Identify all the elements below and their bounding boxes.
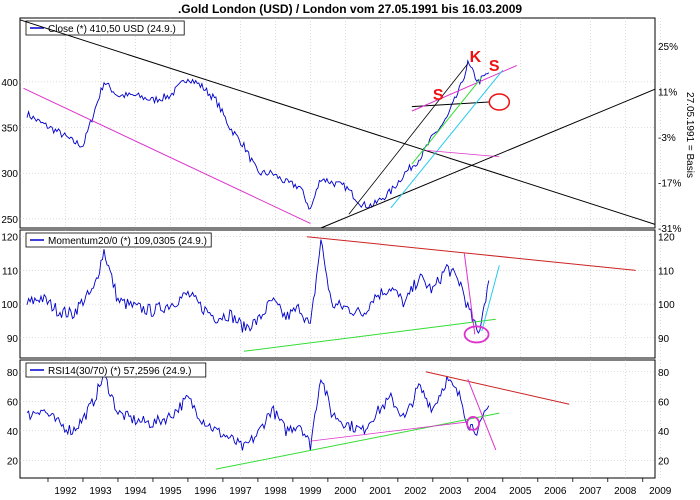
trendline-magenta-drop xyxy=(463,253,476,335)
y-tick-label-right: 80 xyxy=(658,368,670,379)
y-tick-label-left: 20 xyxy=(7,456,19,467)
right-axis-label: 27.05.1991 = Basis xyxy=(684,92,695,178)
trendline-magenta xyxy=(310,421,468,442)
panel-frame xyxy=(19,17,656,229)
trendline-cyan-up xyxy=(481,265,500,332)
trendline-black-channel xyxy=(348,63,469,215)
x-tick-label: 2006 xyxy=(544,486,567,497)
panel-momentum: 120 120 110 110 100 100 90 90 Momentum20/0 (*) 1… xyxy=(1,229,675,359)
legend-text: RSI14(30/70) (*) 57,2596 (24.9.) xyxy=(48,366,191,377)
trendline-red-down xyxy=(425,371,570,405)
series-line-momentum xyxy=(26,239,490,334)
x-tick-label: 1997 xyxy=(229,486,252,497)
x-tick-label: 2003 xyxy=(439,486,462,497)
trendlines xyxy=(215,371,570,470)
y-tick-label-left: 40 xyxy=(7,427,19,438)
trendline-green-up xyxy=(243,318,496,352)
trendline-green xyxy=(411,77,483,165)
trendline-magenta-drop xyxy=(467,378,497,451)
trendline-magenta-down xyxy=(23,87,311,224)
x-tick-label: 1995 xyxy=(159,486,182,497)
legend: Close (*) 410,50 USD (24.9.) xyxy=(25,20,185,36)
y-tick-label-left: 120 xyxy=(1,233,18,244)
legend-text: Momentum20/0 (*) 109,0305 (24.9.) xyxy=(48,236,207,247)
trendlines xyxy=(243,236,636,352)
y-tick-label-right: 25% xyxy=(658,42,678,53)
x-tick-label: 2002 xyxy=(404,486,427,497)
y-tick-label-right: 100 xyxy=(658,300,675,311)
trendline-green-up xyxy=(215,412,500,470)
label-head: K xyxy=(470,49,482,66)
panel-frame xyxy=(19,229,656,359)
legend: Momentum20/0 (*) 109,0305 (24.9.) xyxy=(25,232,212,248)
panel-price: 400 350 300 250 25% 11% -3% -17% -31% Close (*) 4… xyxy=(1,17,681,235)
x-tick-label: 2000 xyxy=(334,486,357,497)
chart-title: .Gold London (USD) / London vom 27.05.19… xyxy=(178,2,522,16)
y-tick-label-right: 110 xyxy=(658,266,674,277)
label-left-shoulder: S xyxy=(433,87,444,104)
y-tick-label-left: 400 xyxy=(1,78,18,89)
target-circle xyxy=(488,93,511,111)
trendline-black-down xyxy=(19,19,656,225)
series-line-price xyxy=(26,59,490,210)
y-tick-label-left: 350 xyxy=(1,124,18,135)
y-tick-label-right: -3% xyxy=(658,133,676,144)
x-tick-label: 2008 xyxy=(614,486,637,497)
y-tick-label-left: 100 xyxy=(1,300,18,311)
rsi-circle xyxy=(466,416,480,431)
x-tick-label: 1994 xyxy=(124,486,147,497)
y-tick-label-left: 300 xyxy=(1,169,18,180)
x-tick-label: 1993 xyxy=(89,486,112,497)
legend-box xyxy=(25,362,207,378)
x-tick-label: 1999 xyxy=(299,486,322,497)
y-tick-label-right: 90 xyxy=(658,334,670,345)
legend-text: Close (*) 410,50 USD (24.9.) xyxy=(48,24,176,35)
trendline-cyan xyxy=(390,69,504,209)
y-tick-label-left: 110 xyxy=(2,266,18,277)
y-tick-label-right: 11% xyxy=(658,88,677,99)
y-tick-label-right: 40 xyxy=(658,427,670,438)
legend-box xyxy=(25,20,185,36)
x-tick-label: 2007 xyxy=(579,486,602,497)
trendline-black-up xyxy=(320,88,656,229)
y-tick-label-right: -31% xyxy=(658,224,681,235)
y-tick-label-right: 20 xyxy=(658,456,670,467)
y-tick-label-right: 120 xyxy=(658,233,675,244)
momentum-circle xyxy=(463,325,490,344)
y-tick-label-left: 80 xyxy=(7,368,19,379)
y-tick-label-left: 90 xyxy=(7,334,19,345)
trendline-red-down xyxy=(306,236,636,271)
legend-box xyxy=(25,232,212,248)
y-tick-label-left: 250 xyxy=(1,215,18,226)
panel-rsi: 80 80 60 60 40 40 20 20 RSI14(30/70) (*) 57,2596… xyxy=(7,359,670,479)
label-right-shoulder: S xyxy=(489,58,500,75)
y-tick-label-left: 60 xyxy=(7,397,19,408)
trendlines: SKS xyxy=(19,19,656,229)
y-tick-label-right: -17% xyxy=(658,179,681,190)
x-tick-label: 1998 xyxy=(264,486,287,497)
trendline-magenta-up xyxy=(411,65,518,112)
x-tick-label: 1996 xyxy=(194,486,217,497)
trendline-magenta-short xyxy=(425,149,500,158)
y-tick-label-right: 60 xyxy=(658,397,670,408)
x-tick-label: 2001 xyxy=(369,486,392,497)
x-tick-label: 2004 xyxy=(474,486,497,497)
x-tick-label: 2009 xyxy=(649,486,672,497)
legend: RSI14(30/70) (*) 57,2596 (24.9.) xyxy=(25,362,207,378)
x-tick-label: 2005 xyxy=(509,486,532,497)
x-tick-label: 1992 xyxy=(54,486,77,497)
